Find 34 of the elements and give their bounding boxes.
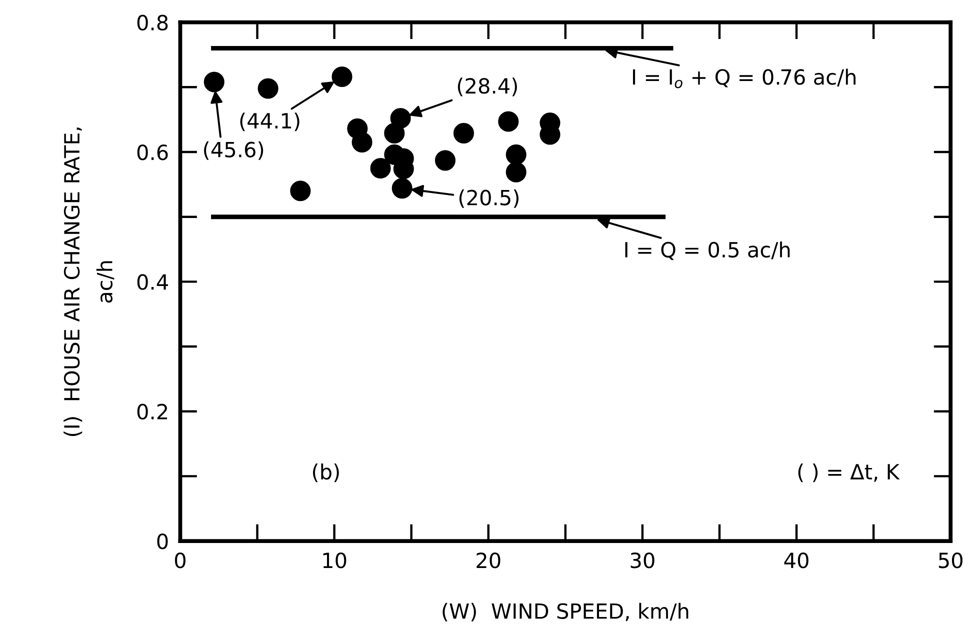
point [332,66,352,88]
point [434,150,456,171]
y-tick-label: 0.8 [137,14,168,31]
point [290,180,311,202]
annotation: (b) [312,464,339,482]
annotation: I = Q = 0.5 ac/h [625,241,790,260]
x-tick-label: 20 [476,552,500,568]
annotation: ( ) = Δt, K [798,464,900,482]
point [352,132,372,153]
x-tick-label: 30 [630,552,654,568]
annotation: (45.6) [204,141,264,160]
x-tick-label: 0 [174,552,186,568]
x-axis-title: (W) WIND SPEED, km/h [442,602,688,622]
x-tick-label: 50 [938,552,962,568]
y-tick-label: 0.2 [137,404,168,420]
point [384,122,405,144]
y-tick-label: 0.4 [137,274,168,290]
point [506,144,526,165]
y-tick-label: 0.6 [137,144,168,160]
annotation: (20.5) [459,189,519,208]
y-tick-label: 0 [157,533,168,550]
annotation: (44.1) [240,112,300,132]
x-tick-label: 10 [323,552,346,568]
point [506,162,526,182]
point [204,72,224,92]
point [258,78,278,99]
x-tick-label: 40 [784,552,808,568]
point [370,158,391,178]
point [453,122,474,144]
y-axis-title: (I) HOUSE AIR CHANGE RATE, ac/h [64,128,114,436]
point [498,111,519,132]
annotation: I = I$_{o}$ + Q = 0.76 ac/h [632,68,856,88]
annotation: (28.4) [458,78,517,96]
point [392,178,412,199]
